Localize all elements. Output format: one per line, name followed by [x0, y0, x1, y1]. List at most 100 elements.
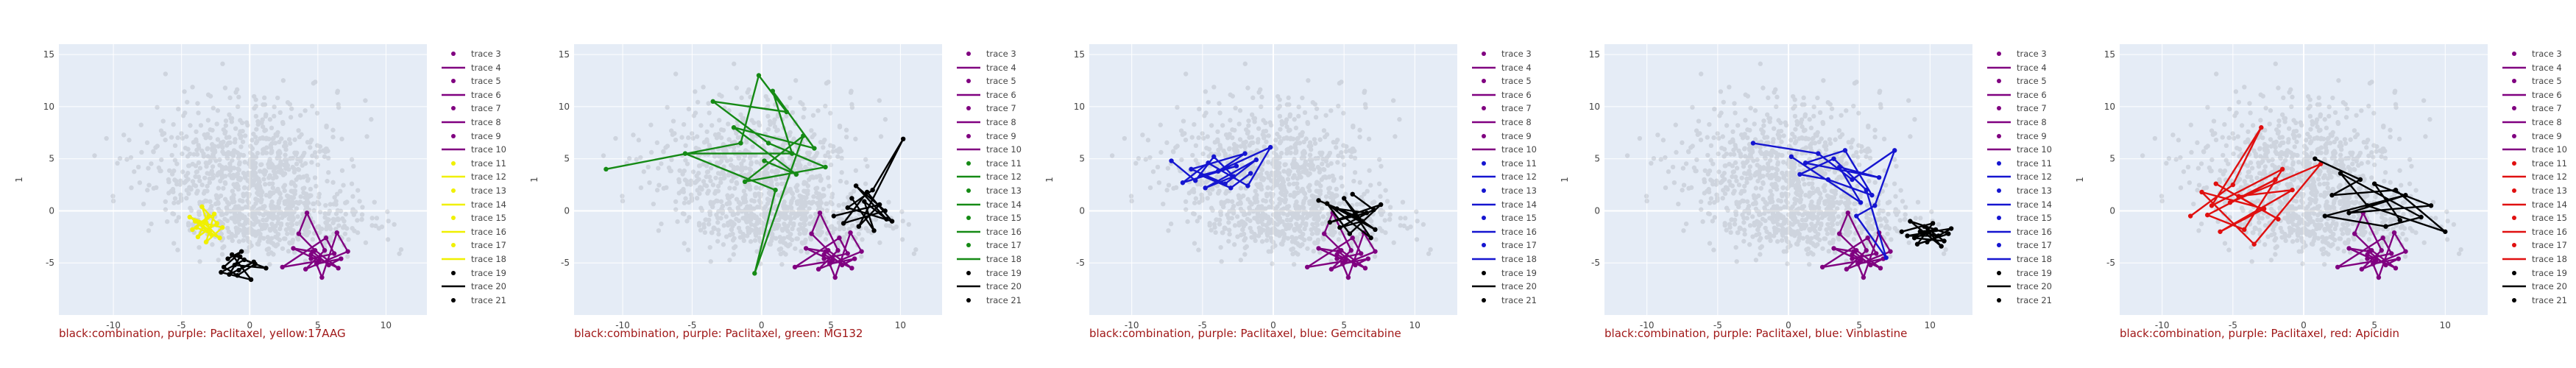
legend-item[interactable]: trace 13 — [439, 184, 515, 198]
cloud-point — [1810, 204, 1815, 210]
cloud-point — [1140, 132, 1145, 138]
legend-item[interactable]: trace 13 — [1469, 184, 1546, 198]
cloud-point — [305, 178, 311, 183]
legend-item[interactable]: trace 7 — [439, 102, 515, 116]
legend-item[interactable]: trace 17 — [439, 238, 515, 252]
legend-item[interactable]: trace 13 — [954, 184, 1030, 198]
legend-item[interactable]: trace 15 — [954, 211, 1030, 225]
legend-item[interactable]: trace 12 — [954, 170, 1030, 184]
legend-item[interactable]: trace 14 — [954, 198, 1030, 212]
legend-item[interactable]: trace 19 — [954, 266, 1030, 280]
legend-item[interactable]: trace 18 — [954, 252, 1030, 266]
cloud-point — [1827, 241, 1833, 246]
cloud-point — [1168, 221, 1174, 227]
cloud-point — [1275, 93, 1281, 99]
cloud-point — [203, 135, 208, 141]
legend-item[interactable]: trace 8 — [954, 116, 1030, 130]
legend-item[interactable]: trace 10 — [439, 143, 515, 157]
cloud-point — [762, 173, 768, 178]
legend-item[interactable]: trace 7 — [1469, 102, 1546, 116]
cloud-point — [1712, 199, 1717, 205]
legend-item[interactable]: trace 12 — [1469, 170, 1546, 184]
legend-item[interactable]: trace 3 — [1469, 47, 1546, 61]
legend-item[interactable]: trace 5 — [1469, 74, 1546, 88]
legend-item[interactable]: trace 15 — [1469, 211, 1546, 225]
legend-item[interactable]: trace 12 — [439, 170, 515, 184]
cloud-point — [1776, 129, 1781, 134]
legend-item[interactable]: trace 8 — [1469, 116, 1546, 130]
cloud-point — [802, 106, 807, 111]
legend-item[interactable]: trace 7 — [954, 102, 1030, 116]
cloud-point — [1259, 217, 1265, 222]
legend-item[interactable]: trace 20 — [1469, 280, 1546, 294]
legend-item[interactable]: trace 5 — [1984, 74, 2061, 88]
legend-item[interactable]: trace 17 — [1469, 238, 1546, 252]
legend-item[interactable]: trace 8 — [439, 116, 515, 130]
cloud-point — [288, 213, 294, 219]
legend-item[interactable]: trace 3 — [1984, 47, 2061, 61]
legend-item[interactable]: trace 21 — [439, 294, 515, 308]
legend-item[interactable]: trace 7 — [1984, 102, 2061, 116]
cloud-point — [359, 217, 364, 222]
legend-item[interactable]: trace 9 — [1469, 130, 1546, 144]
cloud-point — [283, 152, 288, 158]
cloud-point — [1822, 236, 1828, 241]
cloud-point — [1740, 198, 1745, 204]
legend-item[interactable]: trace 6 — [1469, 88, 1546, 102]
legend-item[interactable]: trace 16 — [439, 225, 515, 239]
legend-item[interactable]: trace 10 — [1984, 143, 2061, 157]
legend-item[interactable]: trace 5 — [439, 74, 515, 88]
legend-item[interactable]: trace 19 — [1469, 266, 1546, 280]
legend-item[interactable]: trace 13 — [1984, 184, 2061, 198]
legend-symbol — [957, 93, 980, 96]
cloud-point — [1248, 199, 1253, 205]
legend-item[interactable]: trace 21 — [954, 294, 1030, 308]
cloud-point — [224, 135, 230, 141]
legend-item[interactable]: trace 4 — [1984, 61, 2061, 75]
legend-item[interactable]: trace 3 — [439, 47, 515, 61]
legend-item[interactable]: trace 15 — [439, 211, 515, 225]
legend-item[interactable]: trace 3 — [954, 47, 1030, 61]
cloud-point — [838, 148, 844, 154]
legend-item[interactable]: trace 21 — [1469, 294, 1546, 308]
legend-item[interactable]: trace 4 — [954, 61, 1030, 75]
legend-item[interactable]: trace 6 — [954, 88, 1030, 102]
legend-item[interactable]: trace 19 — [439, 266, 515, 280]
legend-item[interactable]: trace 10 — [954, 143, 1030, 157]
cloud-point — [289, 199, 295, 205]
cloud-point — [1342, 191, 1348, 197]
legend-item[interactable]: trace 8 — [1984, 116, 2061, 130]
cloud-point — [1326, 174, 1332, 180]
legend-item[interactable]: trace 16 — [1469, 225, 1546, 239]
cloud-point — [196, 143, 201, 148]
cloud-point — [809, 128, 814, 133]
cloud-point — [704, 174, 709, 180]
cloud-point — [1854, 150, 1859, 155]
legend-item[interactable]: trace 18 — [439, 252, 515, 266]
legend-item[interactable]: trace 5 — [954, 74, 1030, 88]
legend-item[interactable]: trace 11 — [439, 157, 515, 171]
legend-item[interactable]: trace 6 — [1984, 88, 2061, 102]
legend-item[interactable]: trace 17 — [954, 238, 1030, 252]
legend-item[interactable]: trace 20 — [954, 280, 1030, 294]
legend-item[interactable]: trace 9 — [1984, 130, 2061, 144]
cloud-point — [1858, 230, 1864, 236]
legend-item[interactable]: trace 9 — [439, 130, 515, 144]
legend-item[interactable]: trace 11 — [1984, 157, 2061, 171]
legend-item[interactable]: trace 12 — [1984, 170, 2061, 184]
legend-item[interactable]: trace 16 — [954, 225, 1030, 239]
legend-item[interactable]: trace 11 — [1469, 157, 1546, 171]
legend-item[interactable]: trace 18 — [1469, 252, 1546, 266]
legend-item[interactable]: trace 14 — [1469, 198, 1546, 212]
legend-item[interactable]: trace 11 — [954, 157, 1030, 171]
legend-item[interactable]: trace 9 — [954, 130, 1030, 144]
legend-item[interactable]: trace 20 — [439, 280, 515, 294]
legend-item[interactable]: trace 14 — [439, 198, 515, 212]
legend-item[interactable]: trace 4 — [1469, 61, 1546, 75]
legend-item[interactable]: trace 10 — [1469, 143, 1546, 157]
cloud-point — [292, 150, 297, 155]
legend-item[interactable]: trace 4 — [439, 61, 515, 75]
cloud-point — [1773, 87, 1778, 92]
legend-item[interactable]: trace 6 — [439, 88, 515, 102]
